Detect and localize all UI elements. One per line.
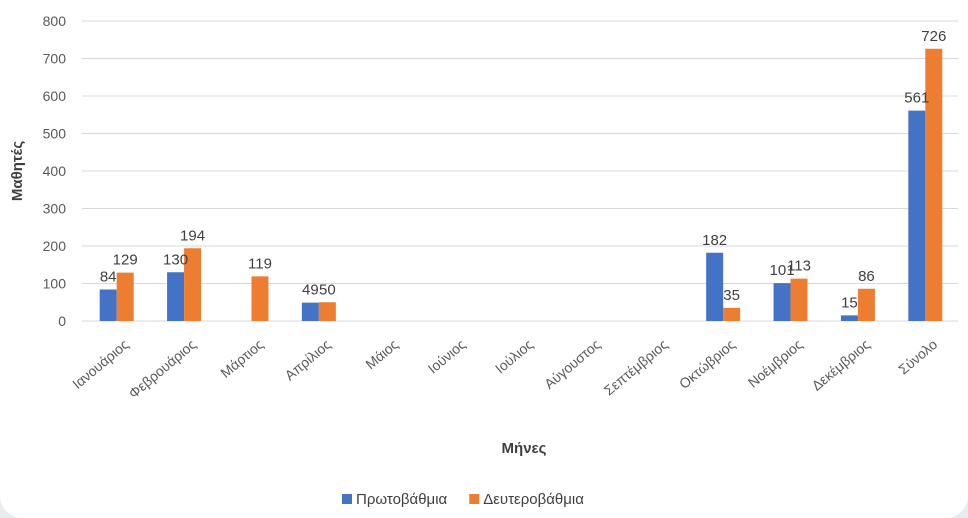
x-axis-title: Μήνες <box>502 440 547 457</box>
y-tick-label: 300 <box>43 201 67 217</box>
y-tick-label: 200 <box>43 238 67 254</box>
bar <box>167 272 185 321</box>
bar <box>318 302 336 321</box>
bar <box>184 248 202 321</box>
legend-label: Δευτεροβάθμια <box>483 491 584 508</box>
x-tick-label: Οκτώβριος <box>676 336 738 392</box>
legend-swatch <box>342 494 352 504</box>
y-axis-title: Μαθητές <box>9 141 26 201</box>
legend-label: Πρωτοβάθμια <box>356 491 448 508</box>
y-tick-label: 500 <box>43 126 67 142</box>
bar <box>99 289 117 321</box>
data-label: 15 <box>841 294 858 311</box>
bar <box>840 315 858 321</box>
gridlines <box>82 20 958 322</box>
bar <box>723 307 741 321</box>
data-label: 182 <box>702 232 727 249</box>
x-tick-label: Ιανουάριος <box>69 336 132 392</box>
bar <box>251 276 269 321</box>
data-label: 84 <box>100 269 117 286</box>
x-tick-label: Ιούλιος <box>492 336 536 377</box>
bar <box>706 252 724 321</box>
bar <box>773 283 791 321</box>
y-tick-label: 800 <box>43 13 67 29</box>
x-tick-label: Δεκέμβριος <box>809 336 874 394</box>
data-label: 86 <box>858 268 875 285</box>
data-label: 130 <box>163 251 188 268</box>
x-tick-label: Σύνολο <box>895 336 940 378</box>
legend: Πρωτοβάθμια Δευτεροβάθμια <box>342 491 584 508</box>
y-tick-label: 100 <box>43 276 67 292</box>
x-tick-label: Φεβρουάριος <box>125 336 199 401</box>
y-axis-ticks: 0 100 200 300 400 500 600 700 800 <box>43 13 67 329</box>
data-label: 119 <box>248 255 272 272</box>
data-label: 49 <box>302 282 319 299</box>
data-label: 561 <box>904 90 929 107</box>
bar <box>857 288 875 321</box>
x-tick-label: Απρίλιος <box>282 336 334 384</box>
y-tick-label: 600 <box>43 88 67 104</box>
bar <box>790 278 808 321</box>
y-tick-label: 400 <box>43 163 67 179</box>
x-tick-label: Αύγουστος <box>541 336 604 392</box>
y-tick-label: 0 <box>58 313 66 329</box>
x-tick-label: Σεπτέμβριος <box>601 336 671 399</box>
data-label: 50 <box>319 281 336 298</box>
x-tick-label: Ιούνιος <box>425 336 469 377</box>
bar <box>925 48 943 321</box>
bar <box>908 110 926 321</box>
bar <box>116 272 134 321</box>
y-tick-label: 700 <box>43 51 67 67</box>
data-label: 101 <box>770 262 795 279</box>
x-tick-label: Μάιος <box>362 336 401 372</box>
bar <box>301 302 319 321</box>
data-label: 35 <box>723 287 740 304</box>
legend-swatch <box>469 494 480 504</box>
x-tick-label: Νοέμβριος <box>745 336 806 391</box>
data-label: 194 <box>180 227 205 244</box>
data-label: 129 <box>113 252 138 269</box>
data-label: 726 <box>921 28 946 45</box>
bars <box>99 48 943 321</box>
x-tick-label: Μάρτιος <box>217 336 266 381</box>
data-label: 113 <box>787 258 811 275</box>
